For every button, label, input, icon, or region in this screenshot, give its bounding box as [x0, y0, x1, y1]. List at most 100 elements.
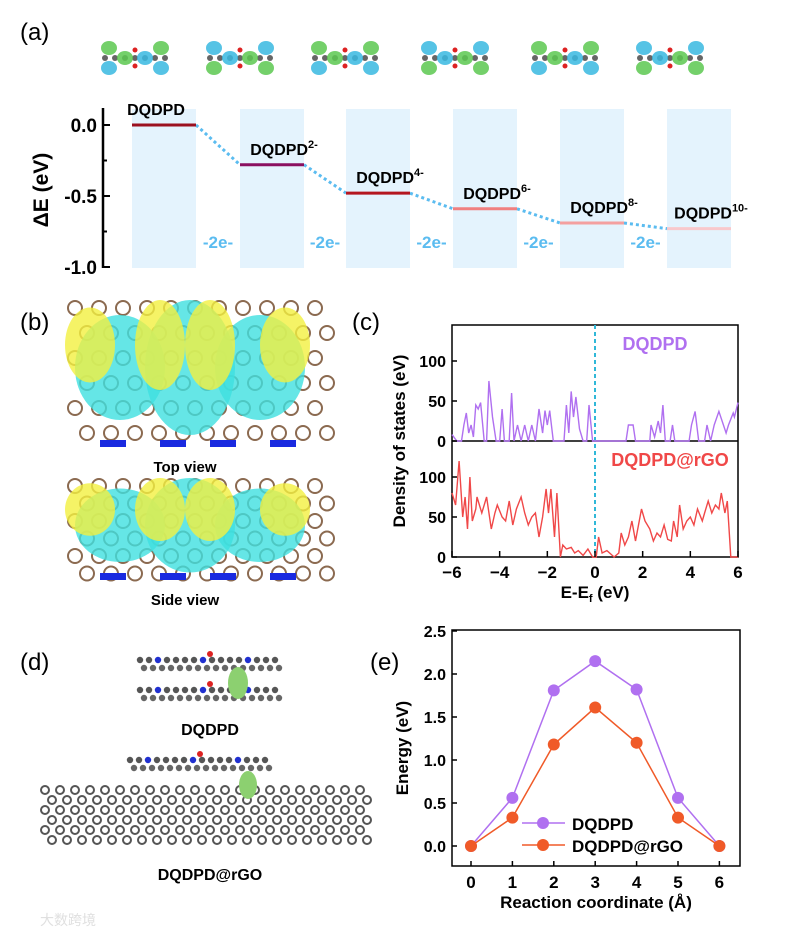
atom [253, 686, 261, 694]
atom [190, 656, 198, 664]
transition-connector [409, 191, 454, 211]
top-view-caption: Top view [153, 459, 216, 476]
nitrogen-site [100, 573, 126, 580]
atom [252, 756, 260, 764]
graphene-ring [235, 805, 245, 815]
atom [140, 694, 148, 702]
atom [342, 55, 348, 61]
lattice-ring [319, 565, 335, 582]
graphene-ring [257, 835, 267, 845]
graphene-ring [62, 835, 72, 845]
data-point-dqdpd-rgo [713, 840, 726, 852]
atom [185, 664, 193, 672]
graphene-ring [152, 835, 162, 845]
electron-step-label: -2e- [630, 233, 660, 252]
atom [154, 656, 162, 664]
atom [266, 664, 274, 672]
oxygen-atom [237, 63, 243, 69]
lattice-ring [307, 478, 323, 494]
x-axis-label: Reaction coordinate (Å) [500, 893, 692, 912]
y-tick-label: 0 [437, 434, 446, 451]
graphene-ring [115, 825, 125, 835]
charge-accumulation-region [65, 483, 115, 536]
lattice-ring [67, 400, 83, 416]
lattice-ring [307, 300, 323, 316]
graphene-ring [340, 825, 350, 835]
lattice-ring [223, 425, 239, 441]
x-tick-label: 2 [549, 873, 558, 892]
electron-step-label: -2e- [203, 233, 233, 252]
graphene-ring [70, 825, 80, 835]
graphene-ring [152, 815, 162, 825]
atom [193, 764, 201, 772]
graphene-ring [122, 835, 132, 845]
graphene-ring [107, 815, 117, 825]
graphene-ring [92, 815, 102, 825]
panel-e-energy-barrier-chart: 0.0 0.5 1.0 1.5 2.0 2.5 0 1 2 3 4 5 6 Reaction coordi… [393, 624, 741, 912]
graphene-ring [340, 805, 350, 815]
graphene-ring [160, 785, 170, 795]
graphene-ring [70, 785, 80, 795]
state-name: DQDPD [127, 102, 185, 119]
orbital-rendering [101, 41, 169, 75]
orbital-lobe [531, 61, 547, 75]
lattice-ring [259, 300, 275, 316]
nitrogen-site [270, 440, 296, 447]
state-column [240, 109, 304, 268]
orbital-lobe [258, 41, 274, 55]
oxygen-atom [237, 47, 243, 53]
orbital-lobe [101, 41, 117, 55]
charge-accumulation-region [135, 300, 185, 390]
graphene-ring [77, 795, 87, 805]
graphene-ring [347, 815, 357, 825]
atom [257, 694, 265, 702]
state-label: DQDPD8- [570, 197, 638, 217]
atom [135, 756, 143, 764]
atom [234, 756, 242, 764]
atom [271, 686, 279, 694]
graphene-ring [302, 815, 312, 825]
transition-connector [623, 221, 668, 231]
graphene-ring [100, 785, 110, 795]
orbital-lobe [652, 51, 668, 65]
graphene-ring [182, 795, 192, 805]
charge-accumulation-region [65, 307, 115, 383]
atom [221, 694, 229, 702]
atom [322, 55, 328, 61]
data-point-dqdpd [547, 684, 560, 697]
oxygen-atom [562, 63, 568, 69]
graphene-ring [227, 835, 237, 845]
graphene-ring [92, 835, 102, 845]
lattice-ring [319, 375, 335, 391]
atom [312, 55, 318, 61]
graphene-ring [62, 815, 72, 825]
graphene-ring [190, 785, 200, 795]
side-view-caption: Side view [151, 592, 220, 609]
atom [144, 756, 152, 764]
atom [582, 55, 588, 61]
dqdpd-rgo-structure [40, 751, 372, 845]
graphene-ring [205, 805, 215, 815]
atom [149, 664, 157, 672]
dqdpd-rgo-caption: DQDPD@rGO [158, 867, 263, 884]
graphene-ring [280, 785, 290, 795]
graphene-ring [355, 805, 365, 815]
graphene-ring [317, 795, 327, 805]
atom [158, 664, 166, 672]
graphene-ring [175, 805, 185, 815]
y-tick-label: -0.5 [64, 187, 97, 208]
series-label-dqdpd-rgo: DQDPD@rGO [611, 450, 729, 470]
atom [592, 55, 598, 61]
graphene-ring [115, 805, 125, 815]
atom [275, 694, 283, 702]
atom [208, 656, 216, 664]
graphene-ring [310, 805, 320, 815]
nitrogen-site [210, 440, 236, 447]
graphene-ring [362, 815, 372, 825]
lattice-ring [271, 425, 287, 441]
graphene-ring [175, 785, 185, 795]
nitrogen-site [160, 573, 186, 580]
graphene-ring [355, 785, 365, 795]
atom [226, 656, 234, 664]
x-tick-label: 0 [466, 873, 475, 892]
